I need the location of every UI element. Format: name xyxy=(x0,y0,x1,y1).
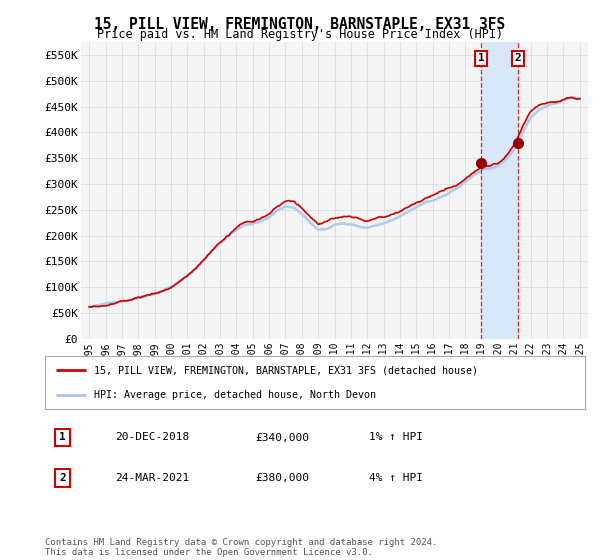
Text: 4% ↑ HPI: 4% ↑ HPI xyxy=(369,473,423,483)
Text: Price paid vs. HM Land Registry's House Price Index (HPI): Price paid vs. HM Land Registry's House … xyxy=(97,28,503,41)
Text: 1% ↑ HPI: 1% ↑ HPI xyxy=(369,432,423,442)
Text: 20-DEC-2018: 20-DEC-2018 xyxy=(115,432,190,442)
Bar xyxy=(481,42,518,339)
Text: 1: 1 xyxy=(478,53,485,63)
Text: £340,000: £340,000 xyxy=(256,432,310,442)
Text: £380,000: £380,000 xyxy=(256,473,310,483)
Text: 2: 2 xyxy=(515,53,521,63)
Text: 1: 1 xyxy=(59,432,65,442)
Text: HPI: Average price, detached house, North Devon: HPI: Average price, detached house, Nort… xyxy=(94,390,376,400)
Text: 24-MAR-2021: 24-MAR-2021 xyxy=(115,473,190,483)
Text: Contains HM Land Registry data © Crown copyright and database right 2024.
This d: Contains HM Land Registry data © Crown c… xyxy=(45,538,437,557)
Text: 15, PILL VIEW, FREMINGTON, BARNSTAPLE, EX31 3FS: 15, PILL VIEW, FREMINGTON, BARNSTAPLE, E… xyxy=(94,17,506,32)
Text: 15, PILL VIEW, FREMINGTON, BARNSTAPLE, EX31 3FS (detached house): 15, PILL VIEW, FREMINGTON, BARNSTAPLE, E… xyxy=(94,366,478,376)
Text: 2: 2 xyxy=(59,473,65,483)
